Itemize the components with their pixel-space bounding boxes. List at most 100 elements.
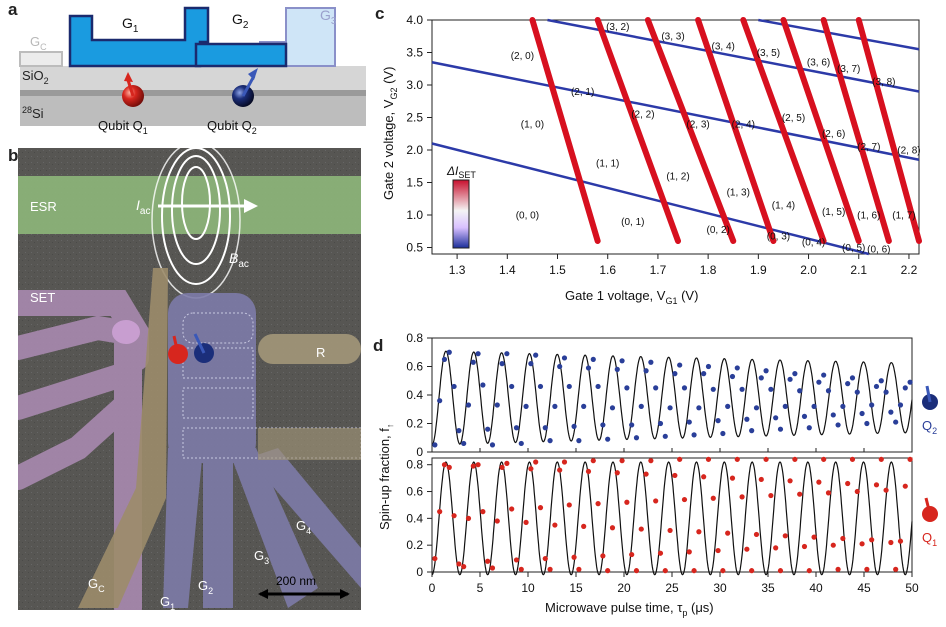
q1-data-point [441, 462, 448, 468]
c-xtick-label: 2.1 [850, 263, 867, 277]
q2-data-point [504, 351, 510, 357]
q2-data-point [566, 383, 572, 390]
q1-data-point [864, 566, 870, 572]
q2-data-point [561, 355, 568, 361]
q1-transition-line [780, 17, 862, 244]
device-cross-section: G1 G2 G3 GC SiO2 28Si Qubit Q1 Qubit Q2 [19, 6, 366, 145]
c-ytick-label: 0.5 [406, 241, 423, 255]
q2-data-point [854, 389, 860, 395]
gate-g1-shape [68, 6, 210, 68]
c-ytick-label: 4.0 [406, 13, 423, 27]
d-xtick-label: 40 [809, 581, 823, 595]
q1-data-point [432, 555, 438, 562]
q1-data-point [672, 472, 678, 479]
c-xtick-label: 1.9 [750, 263, 767, 277]
q1-data-point [821, 456, 827, 462]
q2-data-point [768, 386, 774, 392]
svg-text:G2: G2 [232, 11, 249, 31]
q1-data-point [907, 456, 913, 462]
c-xtick-label: 1.4 [499, 263, 516, 277]
q2-data-point [758, 375, 764, 381]
q2-data-point [787, 376, 793, 382]
d-xlabel: Microwave pulse time, τp (μs) [545, 600, 714, 618]
q1-data-point [763, 456, 769, 462]
q1-data-point [845, 480, 851, 487]
svg-text:GC: GC [88, 576, 105, 594]
scale-bar-label: 200 nm [276, 574, 316, 588]
q2-data-point [571, 423, 577, 429]
q1-data-point [561, 459, 568, 465]
r-label: R [316, 345, 325, 360]
c-xtick-label: 1.7 [650, 263, 667, 277]
q2-data-point [672, 371, 678, 377]
q2-data-point [710, 386, 716, 392]
q1-data-point [504, 460, 510, 466]
q1-data-point [773, 545, 779, 551]
q2-data-point [811, 403, 817, 409]
c-ytick-label: 2.5 [406, 111, 423, 125]
c-ytick-label: 2.0 [406, 143, 423, 157]
q2-data-point [907, 379, 913, 385]
q2-data-point [696, 405, 702, 411]
q1-data-point [825, 490, 832, 496]
d-xtick-label: 50 [905, 581, 919, 595]
svg-text:G4: G4 [296, 518, 311, 536]
c-ylabel: Gate 2 voltage, VG2 (V) [381, 67, 399, 200]
q2-transition-line [547, 18, 920, 93]
oxide-layer [20, 66, 366, 90]
q1-data-point [902, 483, 908, 489]
svg-text:G3: G3 [320, 7, 337, 27]
q2-data-point [499, 361, 505, 367]
q2-data-point [763, 368, 769, 374]
q1-transition-line [740, 17, 827, 244]
charge-state-label: (3, 5) [757, 48, 780, 59]
q1-data-point [888, 539, 894, 546]
charge-state-label: (1, 0) [521, 119, 544, 130]
q2-transition-line [431, 61, 920, 161]
d-ytick-label: 0.2 [406, 538, 423, 552]
charge-state-label: (3, 6) [807, 58, 830, 69]
charge-state-label: (0, 3) [767, 232, 790, 243]
c-xlabel: Gate 1 voltage, VG1 (V) [565, 288, 698, 306]
sem-image: 200 nm ESR Iac Bac SET R G4 G3 G2 G1 GC [18, 148, 361, 610]
q1-data-point [787, 478, 793, 484]
q2-data-point [461, 440, 467, 447]
q1-transition-line [695, 17, 777, 244]
q2-data-point [595, 383, 601, 390]
svg-text:G3: G3 [254, 548, 269, 566]
q2-data-point [624, 385, 630, 391]
charge-state-label: (0, 0) [516, 210, 539, 221]
q1-data-point [638, 526, 644, 532]
q1-data-point [797, 491, 803, 497]
q2-data-point [518, 440, 524, 447]
q1-data-point [648, 458, 654, 464]
q2-data-point [437, 398, 443, 404]
q1-data-point [701, 474, 707, 480]
q1-data-point [633, 568, 640, 574]
q2-data-point [893, 419, 899, 425]
q2-data-point [547, 438, 553, 444]
q2-data-point [782, 403, 788, 409]
d-ytick-label: 0 [416, 445, 423, 459]
svg-text:Qubit Q2: Qubit Q2 [207, 118, 257, 136]
charge-state-label: (3, 2) [606, 22, 629, 33]
q1-data-point [792, 456, 798, 462]
panel-label-a: a [8, 0, 18, 19]
q1-transition-line [529, 17, 601, 244]
q1-data-point [878, 456, 884, 462]
charge-state-label: (1, 2) [666, 171, 689, 182]
charge-state-label: (3, 4) [712, 41, 735, 52]
panel-label-b: b [8, 146, 19, 165]
q2-data-point [470, 359, 476, 365]
q2-data-point [557, 363, 563, 370]
c-xtick-label: 1.8 [700, 263, 717, 277]
q2-data-point [614, 366, 620, 372]
q1-data-point [494, 518, 500, 524]
charge-state-label: (0, 6) [867, 245, 890, 256]
q2-legend-icon: Q2 [922, 385, 938, 436]
d-ytick-label: 0.8 [406, 331, 423, 345]
q1-data-point [653, 498, 659, 504]
d-xtick-label: 30 [713, 581, 727, 595]
charge-state-label: (0, 2) [707, 225, 730, 236]
c-ytick-label: 1.0 [406, 208, 423, 222]
